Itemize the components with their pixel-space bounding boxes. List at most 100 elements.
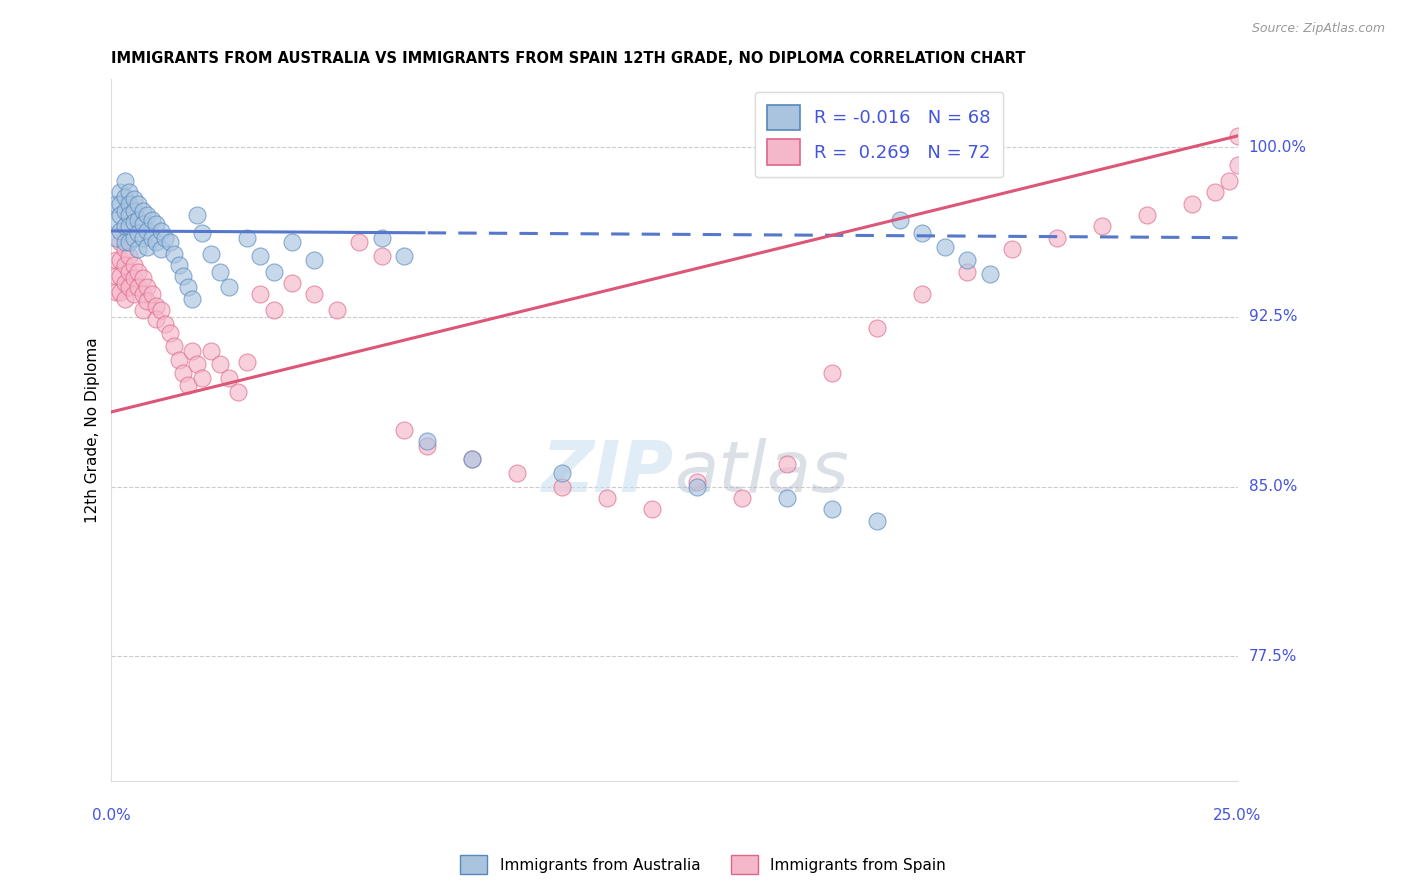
- Point: [911, 226, 934, 240]
- Point: [889, 212, 911, 227]
- Text: 77.5%: 77.5%: [1249, 648, 1296, 664]
- Point: [686, 475, 709, 489]
- Point: [866, 321, 889, 335]
- Point: [263, 303, 285, 318]
- Point: [132, 230, 155, 244]
- Point: [114, 174, 136, 188]
- Text: 92.5%: 92.5%: [1249, 310, 1298, 325]
- Point: [114, 242, 136, 256]
- Text: atlas: atlas: [675, 438, 849, 507]
- Point: [302, 287, 325, 301]
- Point: [110, 196, 132, 211]
- Point: [104, 253, 127, 268]
- Point: [114, 190, 136, 204]
- Text: 0.0%: 0.0%: [91, 808, 131, 823]
- Point: [127, 196, 149, 211]
- Point: [136, 208, 159, 222]
- Point: [956, 265, 979, 279]
- Point: [155, 230, 177, 244]
- Point: [776, 491, 799, 505]
- Point: [979, 267, 1001, 281]
- Point: [132, 217, 155, 231]
- Point: [114, 276, 136, 290]
- Point: [122, 287, 145, 301]
- Point: [110, 285, 132, 299]
- Point: [104, 285, 127, 299]
- Point: [280, 276, 302, 290]
- Point: [136, 294, 159, 309]
- Point: [866, 514, 889, 528]
- Point: [911, 287, 934, 301]
- Point: [118, 249, 141, 263]
- Point: [114, 292, 136, 306]
- Point: [127, 226, 149, 240]
- Point: [821, 502, 844, 516]
- Point: [118, 235, 141, 250]
- Point: [136, 224, 159, 238]
- Point: [163, 246, 186, 260]
- Text: 85.0%: 85.0%: [1249, 479, 1296, 494]
- Point: [118, 280, 141, 294]
- Point: [114, 203, 136, 218]
- Point: [731, 491, 754, 505]
- Point: [181, 292, 204, 306]
- Point: [149, 303, 172, 318]
- Point: [110, 269, 132, 284]
- Point: [181, 343, 204, 358]
- Point: [110, 224, 132, 238]
- Point: [370, 230, 392, 244]
- Point: [141, 287, 163, 301]
- Point: [186, 358, 208, 372]
- Point: [104, 212, 127, 227]
- Point: [551, 479, 574, 493]
- Point: [186, 208, 208, 222]
- Point: [1091, 219, 1114, 234]
- Point: [177, 377, 200, 392]
- Point: [155, 317, 177, 331]
- Point: [136, 240, 159, 254]
- Point: [132, 271, 155, 285]
- Point: [177, 280, 200, 294]
- Text: 100.0%: 100.0%: [1249, 140, 1306, 154]
- Point: [392, 423, 415, 437]
- Point: [200, 246, 222, 260]
- Point: [145, 217, 167, 231]
- Point: [1001, 242, 1024, 256]
- Point: [1181, 196, 1204, 211]
- Point: [1226, 128, 1249, 143]
- Point: [596, 491, 619, 505]
- Point: [132, 287, 155, 301]
- Point: [118, 265, 141, 279]
- Point: [167, 352, 190, 367]
- Point: [122, 192, 145, 206]
- Point: [208, 358, 231, 372]
- Point: [416, 439, 439, 453]
- Point: [104, 196, 127, 211]
- Point: [249, 249, 271, 263]
- Point: [641, 502, 664, 516]
- Point: [127, 280, 149, 294]
- Point: [249, 287, 271, 301]
- Point: [347, 235, 370, 250]
- Point: [104, 230, 127, 244]
- Point: [122, 271, 145, 285]
- Point: [461, 452, 484, 467]
- Point: [1046, 230, 1069, 244]
- Point: [506, 466, 529, 480]
- Point: [776, 457, 799, 471]
- Point: [163, 339, 186, 353]
- Point: [686, 479, 709, 493]
- Point: [190, 226, 212, 240]
- Point: [159, 326, 181, 340]
- Point: [370, 249, 392, 263]
- Point: [416, 434, 439, 449]
- Point: [145, 235, 167, 250]
- Point: [110, 186, 132, 200]
- Point: [167, 258, 190, 272]
- Point: [1204, 186, 1226, 200]
- Point: [104, 269, 127, 284]
- Point: [208, 265, 231, 279]
- Point: [127, 265, 149, 279]
- Point: [127, 242, 149, 256]
- Point: [110, 253, 132, 268]
